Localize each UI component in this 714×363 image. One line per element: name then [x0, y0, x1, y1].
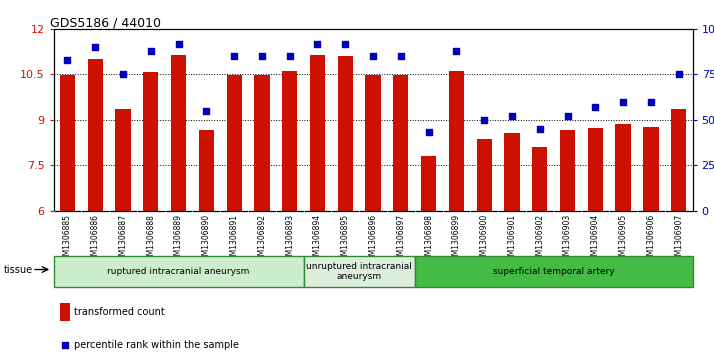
Point [478, 117, 490, 123]
Bar [60, 75, 75, 211]
Bar [171, 55, 186, 211]
Text: tissue: tissue [4, 265, 33, 276]
Text: GSM1306904: GSM1306904 [591, 214, 600, 265]
Point [367, 53, 378, 59]
Bar [60, 303, 69, 321]
Point [89, 44, 101, 50]
Bar [254, 75, 270, 211]
Text: GSM1306895: GSM1306895 [341, 214, 350, 265]
Point [340, 41, 351, 46]
Bar [615, 125, 630, 211]
Text: GSM1306885: GSM1306885 [63, 214, 72, 265]
Point [451, 48, 462, 54]
Point [256, 53, 268, 59]
Text: GSM1306898: GSM1306898 [424, 214, 433, 265]
Bar [393, 75, 408, 211]
Bar [421, 156, 436, 211]
Text: GSM1306887: GSM1306887 [119, 214, 128, 265]
Bar [366, 75, 381, 211]
Bar [143, 72, 159, 211]
Point [590, 104, 601, 110]
Text: GSM1306906: GSM1306906 [646, 214, 655, 265]
Text: GSM1306894: GSM1306894 [313, 214, 322, 265]
Bar [303, 256, 415, 287]
Text: unruptured intracranial
aneurysm: unruptured intracranial aneurysm [306, 262, 412, 281]
Point [423, 130, 434, 135]
Text: GSM1306897: GSM1306897 [396, 214, 406, 265]
Point [61, 57, 73, 63]
Point [145, 48, 156, 54]
Point [645, 99, 657, 105]
Bar [449, 71, 464, 211]
Text: GSM1306905: GSM1306905 [618, 214, 628, 265]
Point [673, 72, 685, 77]
Bar [415, 256, 693, 287]
Bar [88, 59, 103, 211]
Bar [310, 55, 325, 211]
Text: GSM1306900: GSM1306900 [480, 214, 488, 265]
Point [201, 108, 212, 114]
Bar [532, 147, 548, 211]
Text: GSM1306907: GSM1306907 [674, 214, 683, 265]
Bar [643, 127, 658, 211]
Text: GDS5186 / 44010: GDS5186 / 44010 [51, 16, 161, 29]
Point [284, 53, 296, 59]
Text: superficial temporal artery: superficial temporal artery [493, 267, 615, 276]
Bar [226, 75, 242, 211]
Point [562, 113, 573, 119]
Bar [116, 109, 131, 211]
Text: GSM1306901: GSM1306901 [508, 214, 516, 265]
Text: GSM1306888: GSM1306888 [146, 214, 155, 265]
Text: transformed count: transformed count [74, 307, 165, 317]
Bar [338, 56, 353, 211]
Point [117, 72, 129, 77]
Text: GSM1306889: GSM1306889 [174, 214, 183, 265]
Point [395, 53, 406, 59]
Bar [476, 139, 492, 211]
Text: GSM1306893: GSM1306893 [285, 214, 294, 265]
Bar [282, 71, 297, 211]
Text: percentile rank within the sample: percentile rank within the sample [74, 340, 239, 350]
Bar [504, 134, 520, 211]
Text: GSM1306902: GSM1306902 [536, 214, 544, 265]
Text: GSM1306892: GSM1306892 [258, 214, 266, 265]
Point [618, 99, 629, 105]
Point [59, 342, 71, 348]
Point [506, 113, 518, 119]
Text: GSM1306890: GSM1306890 [202, 214, 211, 265]
Point [173, 41, 184, 46]
Text: GSM1306903: GSM1306903 [563, 214, 572, 265]
Text: GSM1306896: GSM1306896 [368, 214, 378, 265]
Bar [588, 128, 603, 211]
Bar [560, 130, 575, 211]
Text: GSM1306899: GSM1306899 [452, 214, 461, 265]
Bar [198, 130, 214, 211]
Text: GSM1306891: GSM1306891 [230, 214, 238, 265]
Bar [671, 109, 686, 211]
Point [312, 41, 323, 46]
Point [228, 53, 240, 59]
Text: GSM1306886: GSM1306886 [91, 214, 100, 265]
Bar [54, 256, 303, 287]
Point [534, 126, 545, 132]
Text: ruptured intracranial aneurysm: ruptured intracranial aneurysm [107, 267, 250, 276]
